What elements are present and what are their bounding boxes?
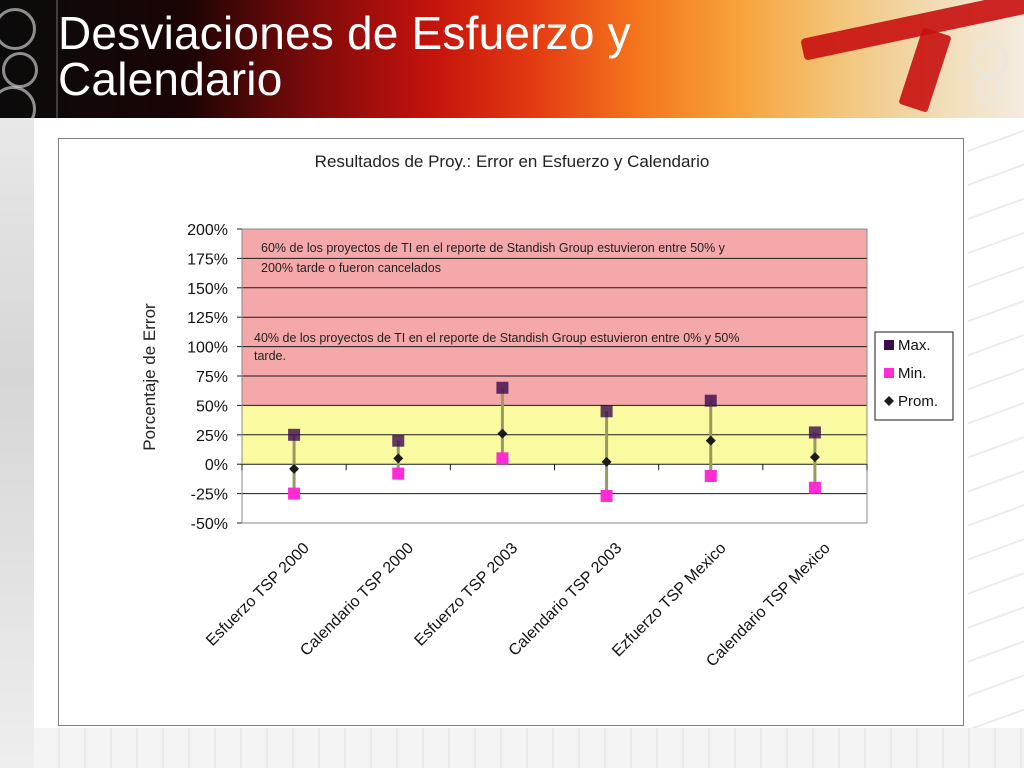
prom-marker: [497, 428, 508, 439]
y-tick-label: 100%: [187, 340, 228, 357]
decorative-streak: [898, 27, 952, 113]
legend-prom-swatch: [884, 396, 894, 406]
annotation-yellow-line2: tarde.: [254, 349, 286, 363]
y-tick-label: 0%: [205, 457, 228, 474]
slide-title-line2: Calendario: [58, 53, 283, 105]
annotation-red-line2: 200% tarde o fueron cancelados: [261, 261, 441, 275]
y-tick-label: 200%: [187, 222, 228, 239]
y-tick-label: 75%: [196, 369, 228, 386]
min-marker: [288, 487, 301, 500]
y-tick-label: 25%: [196, 428, 228, 445]
left-decoration: [0, 118, 34, 768]
min-marker: [496, 452, 509, 465]
slide-title: Desviaciones de Esfuerzo y Calendario: [58, 10, 631, 102]
y-tick-label: 150%: [187, 281, 228, 298]
x-category-label: Calendario TSP 2000: [297, 540, 417, 660]
min-marker: [704, 469, 717, 482]
right-decoration: [968, 118, 1024, 728]
decorative-circle: [972, 42, 1008, 78]
max-marker: [704, 394, 717, 407]
decorative-circle: [976, 74, 1004, 102]
y-tick-label: -25%: [191, 487, 228, 504]
y-tick-label: 175%: [187, 251, 228, 268]
max-marker: [288, 428, 301, 441]
x-category-label: Ezfuerzo TSP Mexico: [609, 540, 729, 660]
x-category-label: Calendario TSP 2003: [506, 540, 626, 660]
max-marker: [392, 434, 405, 447]
legend-min-swatch: [884, 368, 894, 378]
error-chart: Resultados de Proy.: Error en Esfuerzo y…: [140, 152, 954, 671]
annotation-red-line1: 60% de los proyectos de TI en el reporte…: [261, 241, 726, 255]
chart-title: Resultados de Proy.: Error en Esfuerzo y…: [315, 152, 710, 171]
x-category-label: Esfuerzo TSP 2000: [203, 540, 313, 650]
slide-header: Desviaciones de Esfuerzo y Calendario: [0, 0, 1024, 118]
decorative-circles: [0, 0, 58, 118]
x-category-label: Esfuerzo TSP 2003: [412, 540, 522, 650]
prom-marker: [289, 463, 300, 474]
max-marker: [496, 381, 509, 394]
y-tick-label: 50%: [196, 398, 228, 415]
min-marker: [392, 467, 405, 480]
prom-marker: [601, 456, 612, 467]
y-tick-label: 125%: [187, 310, 228, 327]
min-marker: [600, 489, 613, 502]
plot-area-border: [241, 228, 868, 524]
min-marker: [808, 481, 821, 494]
legend-max-label: Max.: [898, 337, 931, 354]
legend-min-label: Min.: [898, 365, 926, 382]
x-category-label: Calendario TSP Mexico: [703, 540, 834, 671]
prom-marker: [705, 435, 716, 446]
max-marker: [808, 426, 821, 439]
y-axis-label: Porcentaje de Error: [140, 303, 159, 451]
bottom-decoration: [34, 728, 1024, 768]
prom-marker: [393, 453, 404, 464]
slide-title-line1: Desviaciones de Esfuerzo y: [58, 7, 631, 59]
legend-prom-label: Prom.: [898, 393, 938, 410]
prom-marker: [809, 452, 820, 463]
max-marker: [600, 405, 613, 418]
y-tick-label: -50%: [191, 516, 228, 533]
annotation-yellow-line1: 40% de los proyectos de TI en el reporte…: [254, 331, 739, 345]
legend-max-swatch: [884, 340, 894, 350]
chart-frame: Resultados de Proy.: Error en Esfuerzo y…: [58, 138, 964, 726]
